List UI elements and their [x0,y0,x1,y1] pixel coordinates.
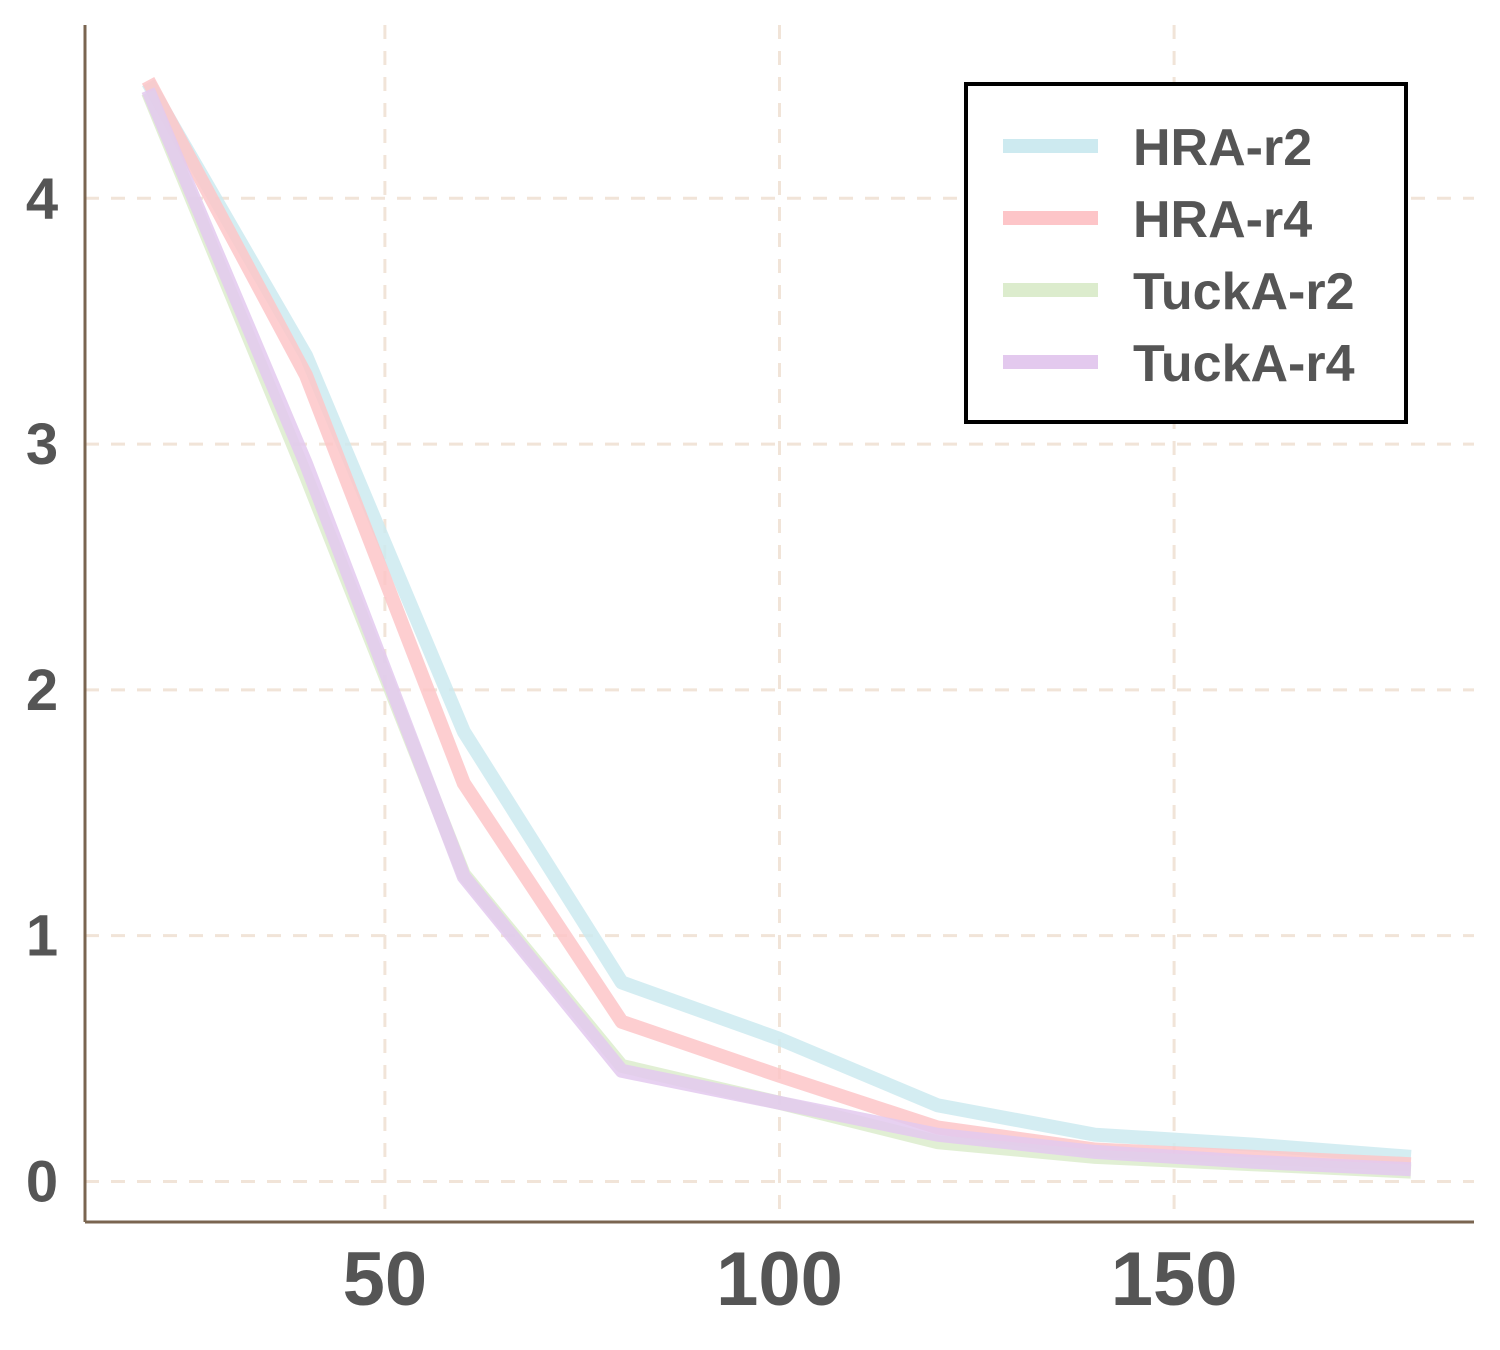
legend-label: HRA-r4 [1133,191,1312,249]
y-tick-label: 2 [26,658,58,723]
x-tick-label: 100 [716,1237,843,1322]
legend-label: TuckA-r4 [1133,335,1355,393]
y-tick-label: 0 [26,1149,58,1214]
x-tick-label: 50 [343,1237,428,1322]
series-line-tucka-r4 [141,87,1412,1177]
legend: HRA-r2 HRA-r4 TuckA-r2 TuckA-r4 [964,82,1408,424]
y-tick-label: 3 [26,412,58,477]
legend-label: TuckA-r2 [1133,263,1355,321]
y-tick-label: 4 [26,166,58,231]
legend-label: HRA-r2 [1133,119,1312,177]
axes: 50 100 150 0 1 2 3 4 [26,25,1474,1322]
series-line-hra-r2 [142,79,1412,1164]
series-lines [141,76,1412,1179]
x-tick-label: 150 [1111,1237,1238,1322]
y-tick-label: 1 [26,904,58,969]
